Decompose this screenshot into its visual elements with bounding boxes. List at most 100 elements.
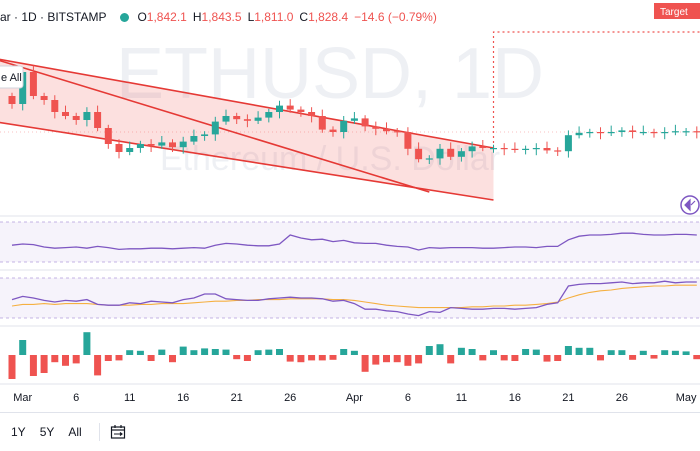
candle-body [297,110,304,112]
candle-body [330,130,337,132]
symbol-line[interactable]: ar · 1D · BITSTAMP [0,10,106,24]
time-axis-label: 11 [456,392,467,404]
target-label: Target [660,7,688,18]
candle-body [51,100,58,112]
volume-bar [330,355,337,360]
candle-body [544,148,551,150]
volume-bar [501,355,508,360]
volume-bar [404,355,411,366]
macd-pane [0,270,700,318]
volume-bar [297,355,304,362]
candle-body [629,130,636,132]
candle-body [565,135,572,151]
candle-body [255,118,262,121]
volume-bar [511,355,518,361]
volume-bar [158,350,165,355]
candle-body [212,122,219,135]
volume-bar [137,351,144,355]
candle-body [597,132,604,133]
volume-bar [83,332,90,355]
volume-bar [116,355,123,360]
candle-body [201,134,208,136]
volume-bar [383,355,390,362]
candle-body [362,118,369,126]
high-value: 1,843.5 [202,10,242,24]
candle-body [308,112,315,116]
candle-body [394,131,401,132]
candle-body [415,149,422,159]
candle-body [9,96,16,104]
candle-body [73,116,80,120]
candle-body [41,96,48,100]
close-key: C [299,10,308,24]
candle-body [426,158,433,159]
volume-bar [554,355,561,361]
volume-bar [522,349,529,355]
volume-bar [608,350,615,355]
volume-bar [533,350,540,355]
volume-bar [340,349,347,355]
candle-body [223,116,230,122]
time-axis-label: 6 [73,392,79,404]
candle-body [62,112,69,116]
candle-body [618,130,625,132]
candle-body [490,148,497,149]
candle-body [372,126,379,128]
volume-bar [415,355,422,363]
volume-bar [693,355,700,359]
volume-bar [362,355,369,372]
volume-bar [490,350,497,355]
candle-body [458,151,465,157]
volume-bar [190,350,197,355]
volume-bar [308,355,315,360]
candle-body [608,132,615,133]
volume-bar [651,355,658,359]
volume-pane [0,326,700,379]
volume-bar [62,355,69,366]
time-axis-label: 16 [177,392,189,404]
candle-body [233,116,240,119]
candle-body [661,132,668,133]
volume-bar [351,351,358,355]
range-all-button[interactable]: All [65,423,84,441]
show-all-label: e All [1,72,22,84]
candle-body [190,136,197,142]
candle-body [447,149,454,157]
volume-bar [458,348,465,355]
low-value: 1,811.0 [254,10,293,24]
candle-body [169,142,176,147]
low-key: L [248,10,255,24]
open-key: O [137,10,146,24]
candle-body [351,118,358,120]
range-1y-button[interactable]: 1Y [8,423,29,441]
market-open-icon [120,13,129,22]
volume-bar [148,355,155,361]
candle-body [383,129,390,131]
candle-body [651,132,658,133]
volume-bar [180,347,187,355]
volume-bar [169,355,176,362]
volume-bar [244,355,251,361]
range-5y-button[interactable]: 5Y [37,423,58,441]
volume-bar [479,355,486,360]
calendar-range-icon[interactable] [110,424,126,440]
candle-body [148,144,155,146]
volume-bar [94,355,101,375]
volume-bar [576,348,583,355]
volume-bar [618,350,625,355]
time-axis-label: 26 [284,392,296,404]
live-indicator-icon[interactable] [681,196,699,214]
volume-bar [233,355,240,359]
volume-bar [661,350,668,355]
time-axis-label: Apr [346,392,363,404]
volume-bar [544,355,551,362]
volume-bar [212,349,219,355]
candle-body [501,148,508,149]
candle-body [30,72,37,96]
volume-bar [372,355,379,365]
candle-body [105,128,112,144]
volume-bar [265,350,272,355]
volume-bar [19,340,26,355]
